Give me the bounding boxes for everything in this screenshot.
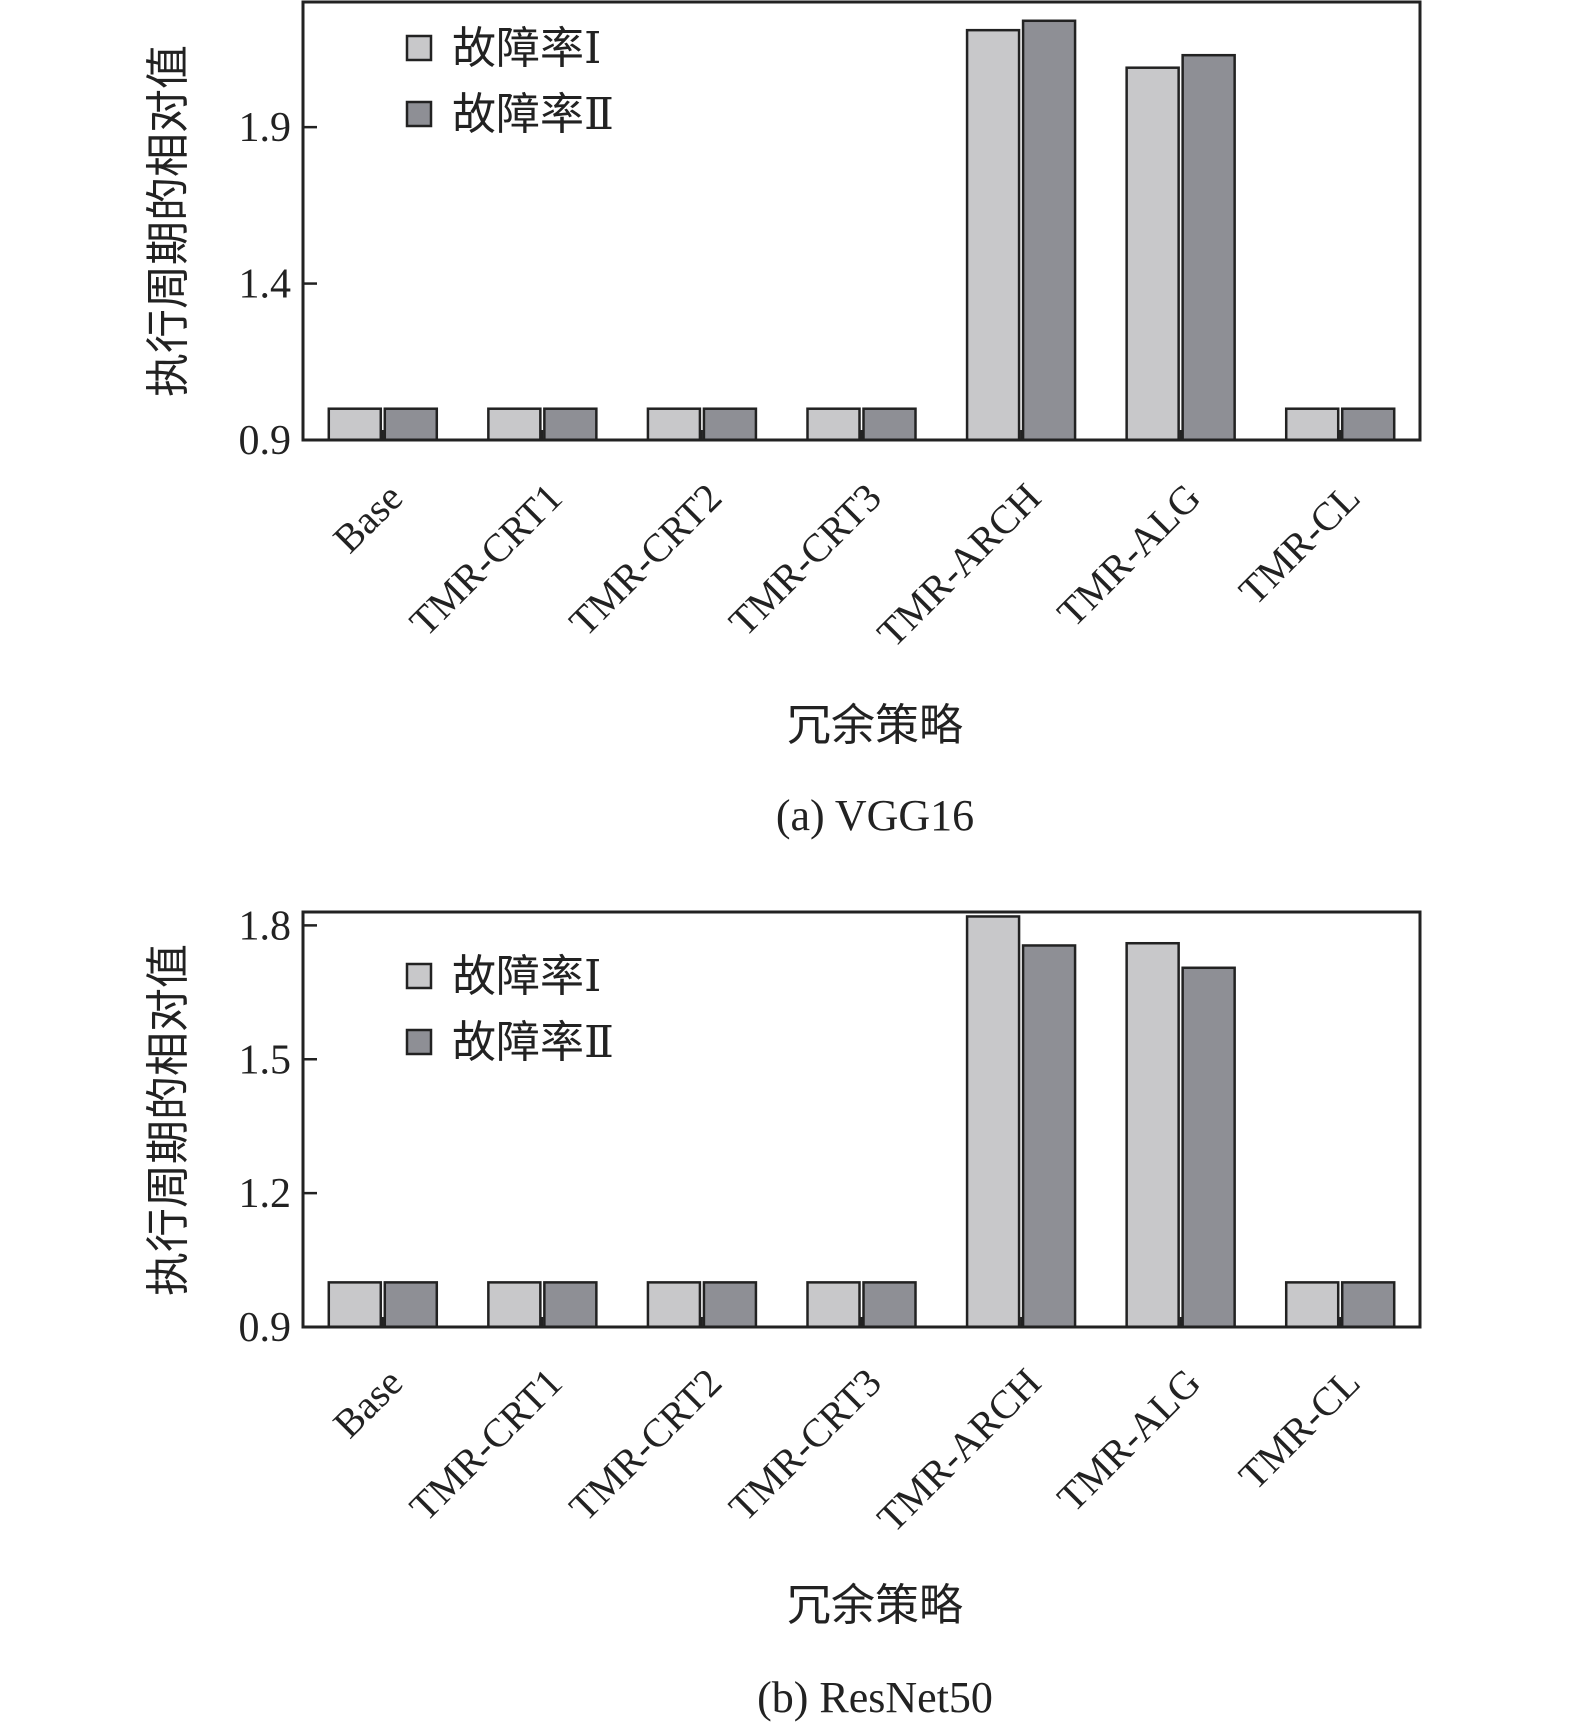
- bar-1-tmr-cl: [1284, 1281, 1340, 1329]
- x-tick-label: TMR-CRT1: [401, 475, 571, 645]
- bar-2-tmr-cl: [1340, 1281, 1396, 1329]
- x-axis-title: 冗余策略: [787, 701, 963, 750]
- x-tick-label: Base: [324, 1360, 411, 1447]
- bar-1-base: [327, 1281, 383, 1329]
- x-tick-label: TMR-CRT3: [720, 475, 890, 645]
- legend-label-2: 故障率Ⅱ: [452, 90, 614, 139]
- bar-2-tmr-alg: [1181, 966, 1236, 1329]
- y-axis-title: 执行周期的相对值: [144, 45, 193, 397]
- bar-1-tmr-arch: [965, 915, 1021, 1329]
- bar-1-tmr-crt2: [646, 407, 702, 442]
- y-tick-label: 0.9: [239, 418, 292, 464]
- y-tick-label: 1.2: [239, 1171, 292, 1217]
- legend-swatch-2: [405, 1028, 433, 1056]
- y-tick-label: 1.5: [239, 1037, 292, 1083]
- bar-2-tmr-crt1: [543, 407, 598, 442]
- bar-2-tmr-crt3: [862, 1281, 917, 1329]
- x-tick-label: TMR-CRT3: [720, 1360, 890, 1530]
- bar-1-tmr-crt2: [646, 1281, 702, 1329]
- bar-1-tmr-crt3: [806, 1281, 861, 1329]
- bar-2-tmr-arch: [1021, 19, 1077, 442]
- bar-1-tmr-crt1: [487, 407, 542, 442]
- x-tick-label: TMR-ALG: [1048, 475, 1209, 636]
- legend-swatch-1: [405, 962, 433, 990]
- chart-resnet50: 0.9 1.2 1.5 1.8 BaseTMR-CRT1TMR-CRT2TMR-CRT3…: [144, 903, 1422, 1722]
- bar-1-tmr-alg: [1125, 941, 1180, 1329]
- x-tick-label: TMR-CL: [1230, 1360, 1369, 1499]
- bar-2-base: [383, 407, 439, 442]
- bar-2-tmr-alg: [1181, 53, 1236, 442]
- bar-1-tmr-cl: [1284, 407, 1340, 442]
- bar-2-tmr-crt3: [862, 407, 917, 442]
- x-tick-label: TMR-CRT2: [560, 1360, 730, 1530]
- bar-2-tmr-crt1: [543, 1281, 598, 1329]
- bar-2-tmr-crt2: [702, 1281, 758, 1329]
- bar-1-base: [327, 407, 383, 442]
- figure-caption: (a) VGG16: [776, 791, 974, 840]
- legend-label-2: 故障率Ⅱ: [452, 1018, 614, 1067]
- legend-label-1: 故障率Ⅰ: [452, 952, 601, 1001]
- legend-label-1: 故障率Ⅰ: [452, 24, 601, 73]
- y-tick-label: 1.9: [239, 105, 292, 151]
- bar-2-base: [383, 1281, 439, 1329]
- bar-2-tmr-arch: [1021, 944, 1077, 1329]
- x-tick-label: TMR-ALG: [1048, 1360, 1209, 1521]
- x-tick-label: Base: [324, 475, 411, 562]
- bar-1-tmr-arch: [965, 28, 1021, 442]
- bar-1-tmr-alg: [1125, 66, 1180, 442]
- legend-swatch-1: [405, 34, 433, 62]
- bar-2-tmr-cl: [1340, 407, 1396, 442]
- bar-2-tmr-crt2: [702, 407, 758, 442]
- figure-caption: (b) ResNet50: [757, 1673, 993, 1722]
- x-tick-label: TMR-CRT2: [560, 475, 730, 645]
- y-tick-label: 1.8: [239, 903, 292, 949]
- y-tick-label: 1.4: [239, 262, 292, 308]
- x-tick-label: TMR-CRT1: [401, 1360, 571, 1530]
- x-axis-title: 冗余策略: [787, 1581, 963, 1630]
- x-tick-label: TMR-ARCH: [868, 1360, 1049, 1541]
- y-axis-title: 执行周期的相对值: [144, 944, 193, 1296]
- x-tick-label: TMR-CL: [1230, 475, 1369, 614]
- y-tick-label: 0.9: [239, 1305, 292, 1351]
- legend-swatch-2: [405, 100, 433, 128]
- chart-vgg16: 0.91.41.9BaseTMR-CRT1TMR-CRT2TMR-CRT3TMR…: [144, 0, 1422, 840]
- x-tick-label: TMR-ARCH: [868, 475, 1049, 656]
- bar-1-tmr-crt3: [806, 407, 861, 442]
- bar-1-tmr-crt1: [487, 1281, 542, 1329]
